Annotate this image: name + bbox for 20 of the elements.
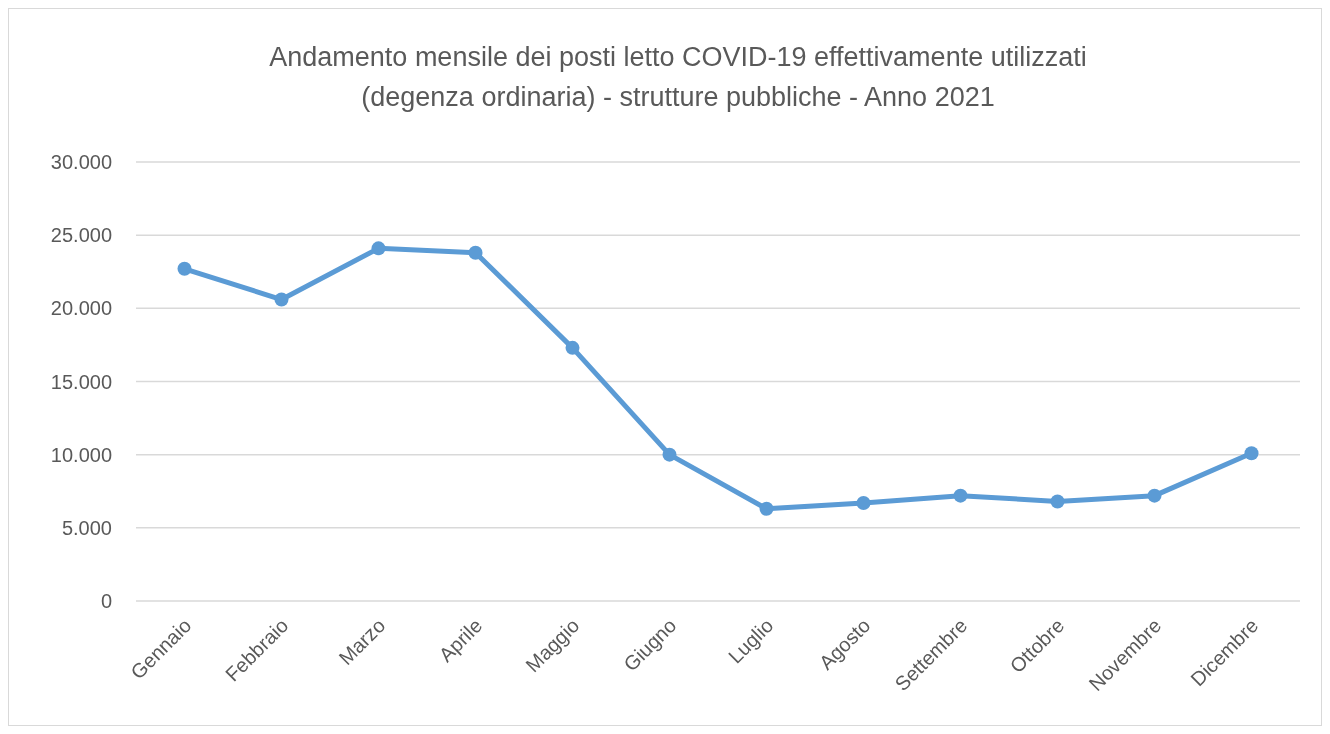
y-tick-label: 25.000 (50, 224, 112, 247)
point (1050, 494, 1065, 509)
y-tick-label: 0 (100, 590, 112, 612)
point (468, 245, 483, 260)
point (274, 292, 289, 307)
point (1244, 446, 1259, 461)
y-tick-label: 30.000 (50, 151, 112, 173)
point (759, 501, 774, 516)
point (371, 241, 386, 256)
point (662, 447, 677, 462)
point (565, 340, 580, 355)
point (953, 488, 968, 503)
y-tick-label: 15.000 (50, 370, 112, 393)
chart-title: Andamento mensile dei posti letto COVID-19 effettivamente utilizzati (degenza ordinaria) - strutture pubbliche - Anno 2021 (269, 42, 1087, 112)
y-tick-label: 10.000 (50, 443, 112, 466)
point (856, 495, 871, 510)
point (1147, 488, 1162, 503)
y-tick-label: 5.000 (61, 516, 112, 539)
y-tick-label: 20.000 (50, 297, 112, 320)
point (177, 261, 192, 276)
